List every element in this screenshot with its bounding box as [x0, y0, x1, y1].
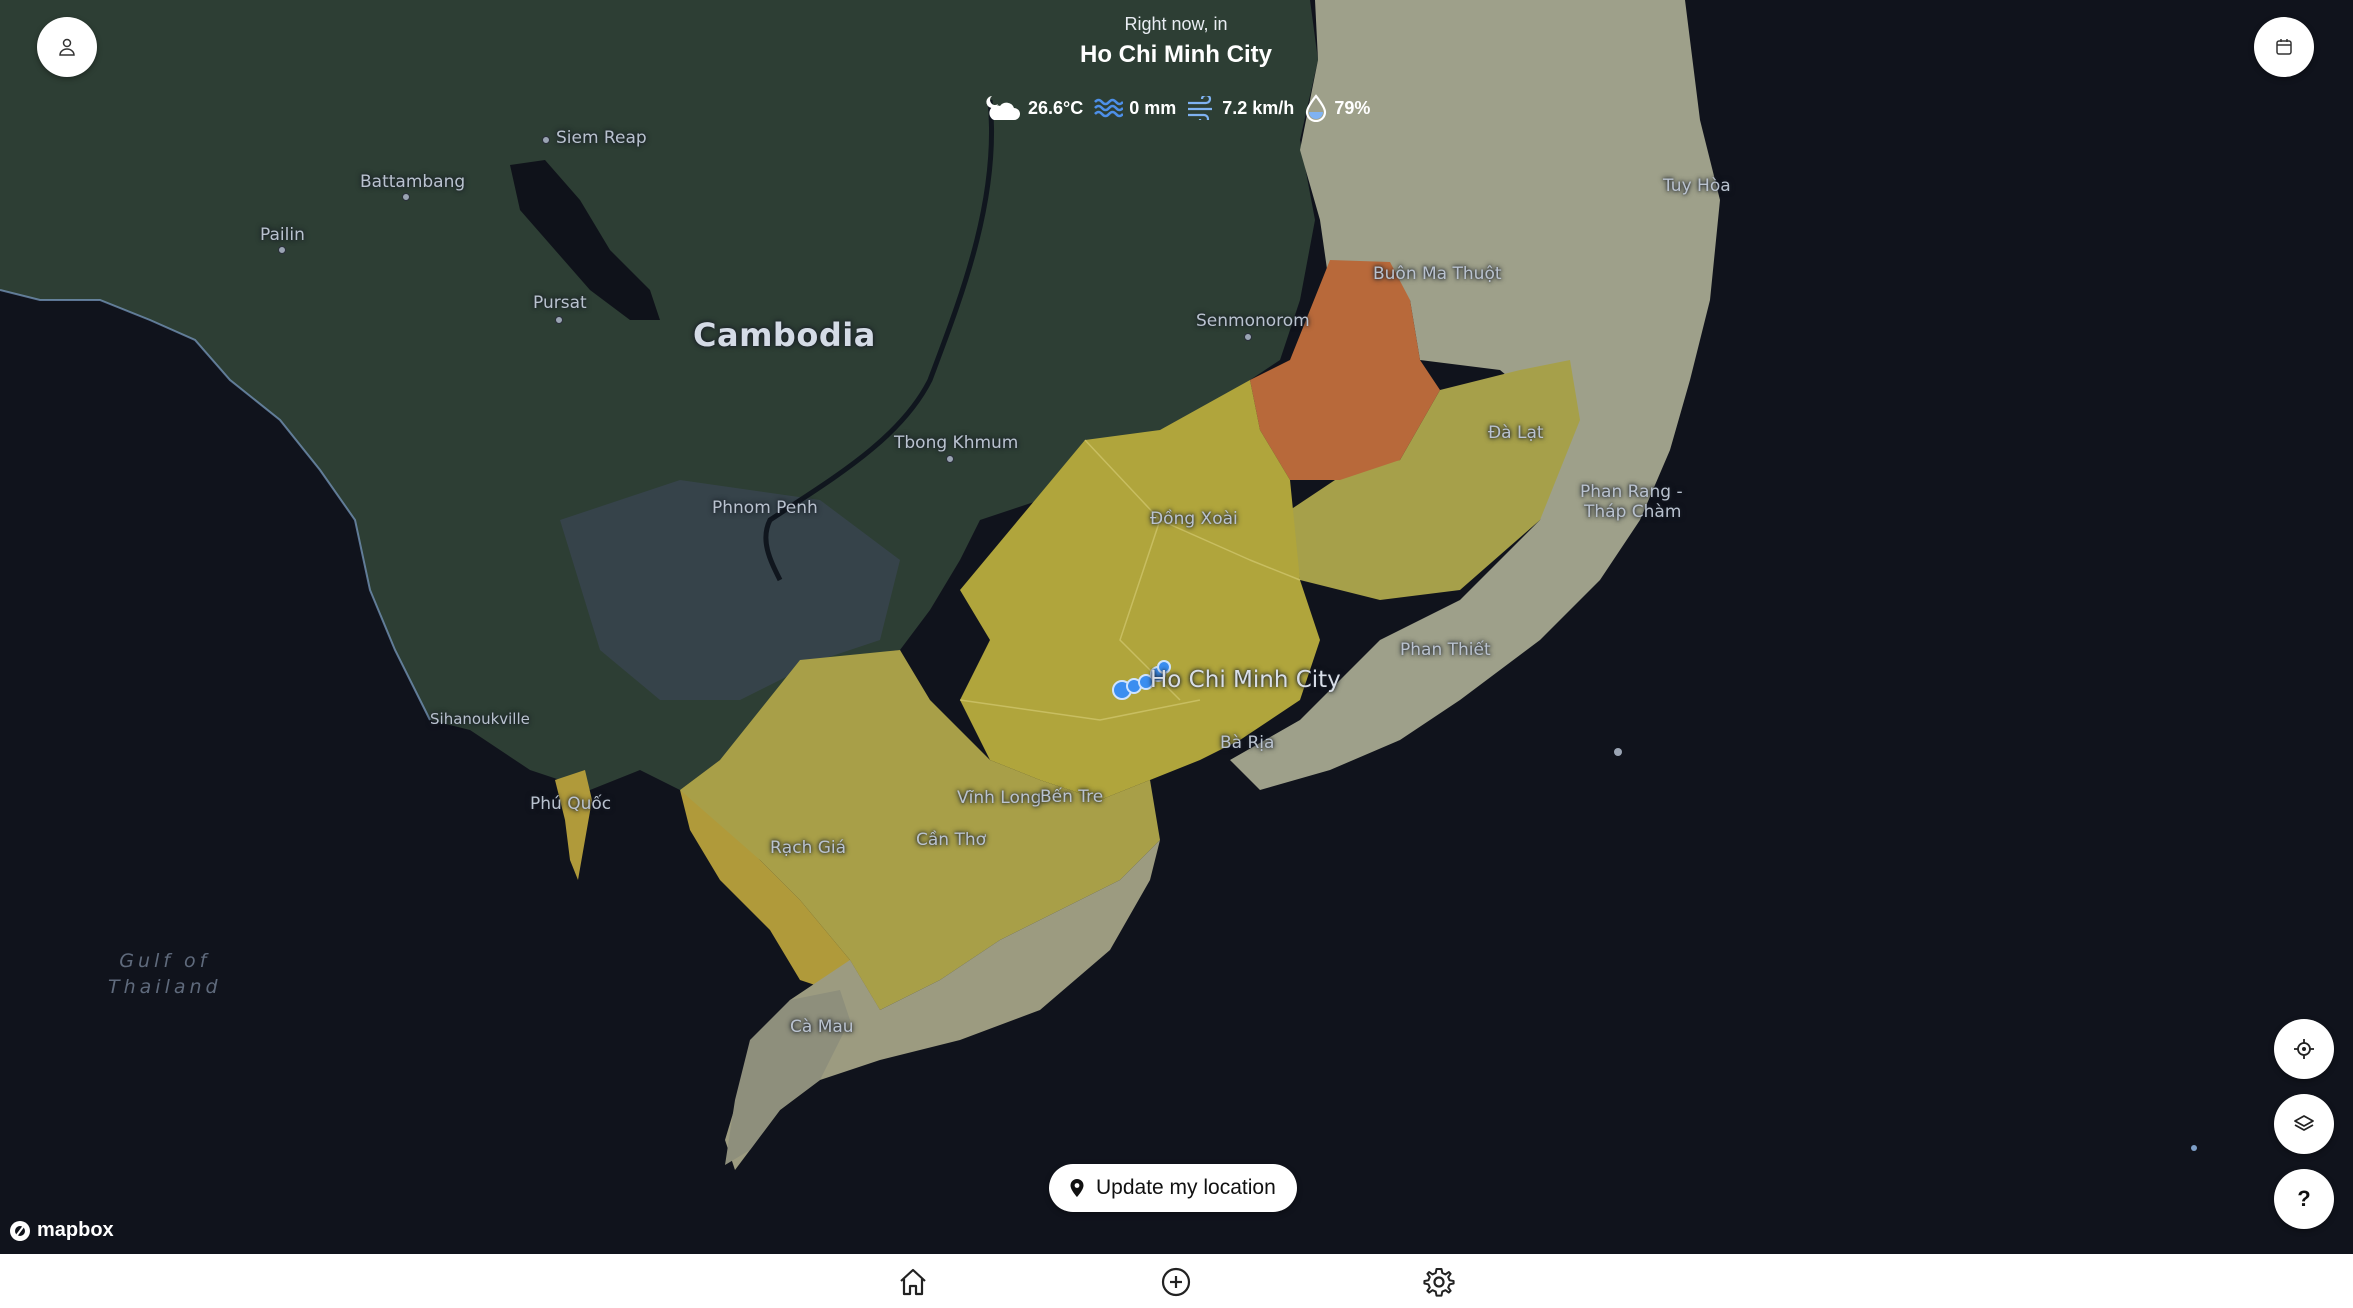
label-pailin: Pailin [260, 225, 305, 245]
water-waves-icon [1094, 98, 1124, 118]
layers-icon [2294, 1115, 2314, 1131]
island [1614, 748, 1622, 756]
label-dong-xoai: Đồng Xoài [1150, 509, 1238, 529]
person-icon [59, 38, 75, 56]
label-tbong-khmum: Tbong Khmum [894, 433, 1019, 453]
locate-button[interactable] [2274, 1019, 2334, 1079]
place-dot [402, 193, 410, 201]
header-city: Ho Chi Minh City [1080, 41, 1272, 68]
land-cambodia [0, 0, 1318, 790]
gear-icon [1423, 1268, 1455, 1297]
label-phan-rang-2: Tháp Chàm [1584, 502, 1682, 522]
droplet-icon [1306, 94, 1327, 122]
layers-button[interactable] [2274, 1094, 2334, 1154]
label-senmonorom: Senmonorom [1196, 311, 1310, 331]
region-kien-giang [680, 790, 880, 1010]
moon-cloud-icon [986, 96, 1020, 120]
precipitation-value: 0 mm [1129, 97, 1177, 118]
profile-button[interactable] [37, 17, 97, 77]
location-header: Right now, in Ho Chi Minh City [876, 14, 1476, 69]
calendar-icon [2276, 39, 2292, 55]
weather-precipitation: 0 mm [1093, 97, 1176, 119]
label-battambang: Battambang [360, 172, 466, 192]
bottom-navigation [0, 1254, 2353, 1308]
home-icon [900, 1268, 926, 1296]
label-gulf-line-2: Thailand [108, 976, 222, 998]
place-dot [555, 316, 563, 324]
coastline-west [0, 289, 431, 721]
weather-summary: 26.6°C 0 mm 7.2 km/h 79% [984, 94, 1370, 122]
label-phu-quoc: Phú Quốc [530, 794, 612, 814]
map-canvas [0, 0, 2197, 1170]
mapbox-attribution[interactable]: mapbox [9, 1219, 114, 1242]
region-orange [1250, 260, 1440, 480]
label-gulf-line-1: Gulf of [119, 950, 211, 972]
plus-circle-icon [1161, 1267, 1191, 1297]
place-dot [278, 246, 286, 254]
label-cambodia: Cambodia [693, 316, 876, 354]
wind-value: 7.2 km/h [1222, 97, 1295, 118]
label-ba-ria: Bà Rịa [1220, 733, 1275, 753]
label-phan-rang-1: Phan Rang - [1580, 482, 1683, 502]
help-button[interactable]: ? [2274, 1169, 2334, 1229]
mekong-river [763, 99, 995, 582]
location-markers[interactable] [1112, 660, 1171, 700]
place-dot [542, 136, 550, 144]
land-phnom-penh-area [560, 480, 900, 700]
mapbox-attribution-text: mapbox [37, 1219, 114, 1241]
label-pursat: Pursat [533, 293, 587, 313]
calendar-button[interactable] [2254, 17, 2314, 77]
weather-humidity: 79% [1304, 94, 1370, 122]
label-can-tho: Cần Thơ [916, 830, 987, 850]
map-pin-icon [1070, 1179, 1084, 1197]
header-subtitle: Right now, in [1124, 14, 1228, 34]
phu-quoc-island [555, 770, 592, 880]
tonle-sap-lake [510, 160, 660, 320]
wind-icon [1188, 96, 1213, 120]
region-da-lat [1290, 360, 1580, 600]
label-phan-thiet: Phan Thiết [1400, 640, 1491, 660]
island [2191, 1145, 2197, 1151]
update-location-label: Update my location [1096, 1176, 1276, 1199]
label-ben-tre: Bến Tre [1040, 787, 1104, 807]
crosshair-icon [2294, 1039, 2314, 1059]
label-ca-mau: Cà Mau [790, 1017, 854, 1037]
mapbox-logo-icon [10, 1220, 30, 1241]
label-gulf-of-thailand: Gulf of Thailand [108, 948, 222, 1000]
nav-settings-button[interactable] [1419, 1262, 1459, 1302]
label-ho-chi-minh-city: Ho Chi Minh City [1150, 667, 1341, 693]
weather-temperature: 26.6°C [984, 94, 1083, 122]
humidity-value: 79% [1334, 97, 1371, 118]
label-da-lat: Đà Lạt [1488, 423, 1544, 443]
nav-add-button[interactable] [1156, 1262, 1196, 1302]
weather-wind: 7.2 km/h [1186, 96, 1294, 120]
label-siem-reap: Siem Reap [556, 128, 647, 148]
nav-home-button[interactable] [893, 1262, 933, 1302]
label-tuy-hoa: Tuy Hòa [1663, 176, 1731, 196]
label-vinh-long: Vĩnh Long [957, 788, 1042, 808]
label-phnom-penh: Phnom Penh [712, 498, 818, 518]
region-yellow-central [960, 380, 1320, 800]
place-dot [1244, 333, 1252, 341]
label-sihanoukville: Sihanoukville [430, 710, 530, 728]
province-borders [959, 439, 1301, 721]
question-icon: ? [2297, 1186, 2311, 1211]
place-dot [946, 455, 954, 463]
region-delta-pale [725, 840, 1160, 1170]
label-rach-gia: Rạch Giá [770, 838, 847, 858]
temperature-value: 26.6°C [1028, 97, 1084, 118]
label-buon-ma-thuot: Buôn Ma Thuột [1373, 264, 1502, 284]
update-location-button[interactable]: Update my location [1049, 1164, 1297, 1212]
map-view[interactable]: Siem Reap Battambang Pailin Pursat Cambo… [0, 0, 2353, 1254]
region-pale-east [1230, 0, 1720, 790]
region-ca-mau [725, 990, 850, 1165]
